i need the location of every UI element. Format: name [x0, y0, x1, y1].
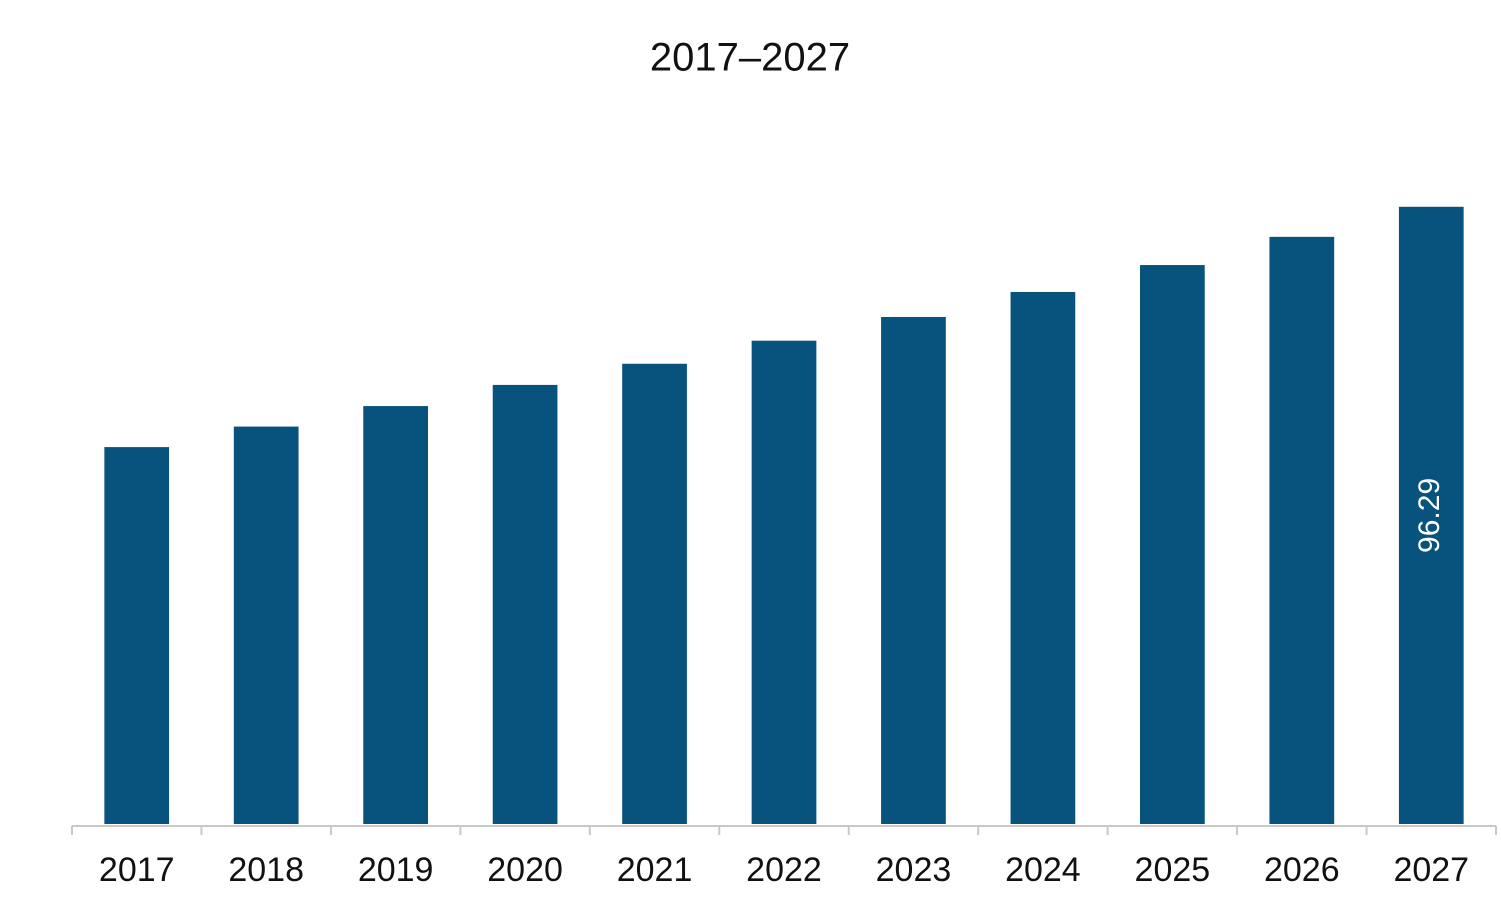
- bar: [1269, 236, 1335, 824]
- bar: [751, 340, 817, 824]
- bar: [233, 426, 299, 824]
- bar: [1140, 265, 1205, 825]
- bar: [1398, 206, 1464, 824]
- x-tick-label: 2024: [1005, 851, 1081, 889]
- bar: [363, 406, 428, 824]
- bar: [622, 363, 687, 824]
- x-tick-label: 2022: [746, 851, 822, 889]
- value-label: 96.29: [1413, 478, 1446, 553]
- x-tick-label: 2020: [487, 851, 563, 889]
- x-tick-label: 2018: [228, 851, 304, 889]
- bar: [104, 447, 170, 824]
- x-tick-label: 2017: [99, 851, 175, 889]
- x-tick-label: 2027: [1393, 851, 1469, 889]
- x-tick-label: 2026: [1264, 851, 1340, 889]
- bar: [492, 384, 558, 824]
- bar: [881, 316, 946, 824]
- chart-title: 2017–2027: [650, 36, 850, 80]
- x-tick-label: 2023: [876, 851, 952, 889]
- x-tick-label: 2019: [358, 851, 434, 889]
- x-tick-label: 2025: [1135, 851, 1211, 889]
- x-tick-label: 2021: [617, 851, 693, 889]
- bar: [1010, 291, 1076, 825]
